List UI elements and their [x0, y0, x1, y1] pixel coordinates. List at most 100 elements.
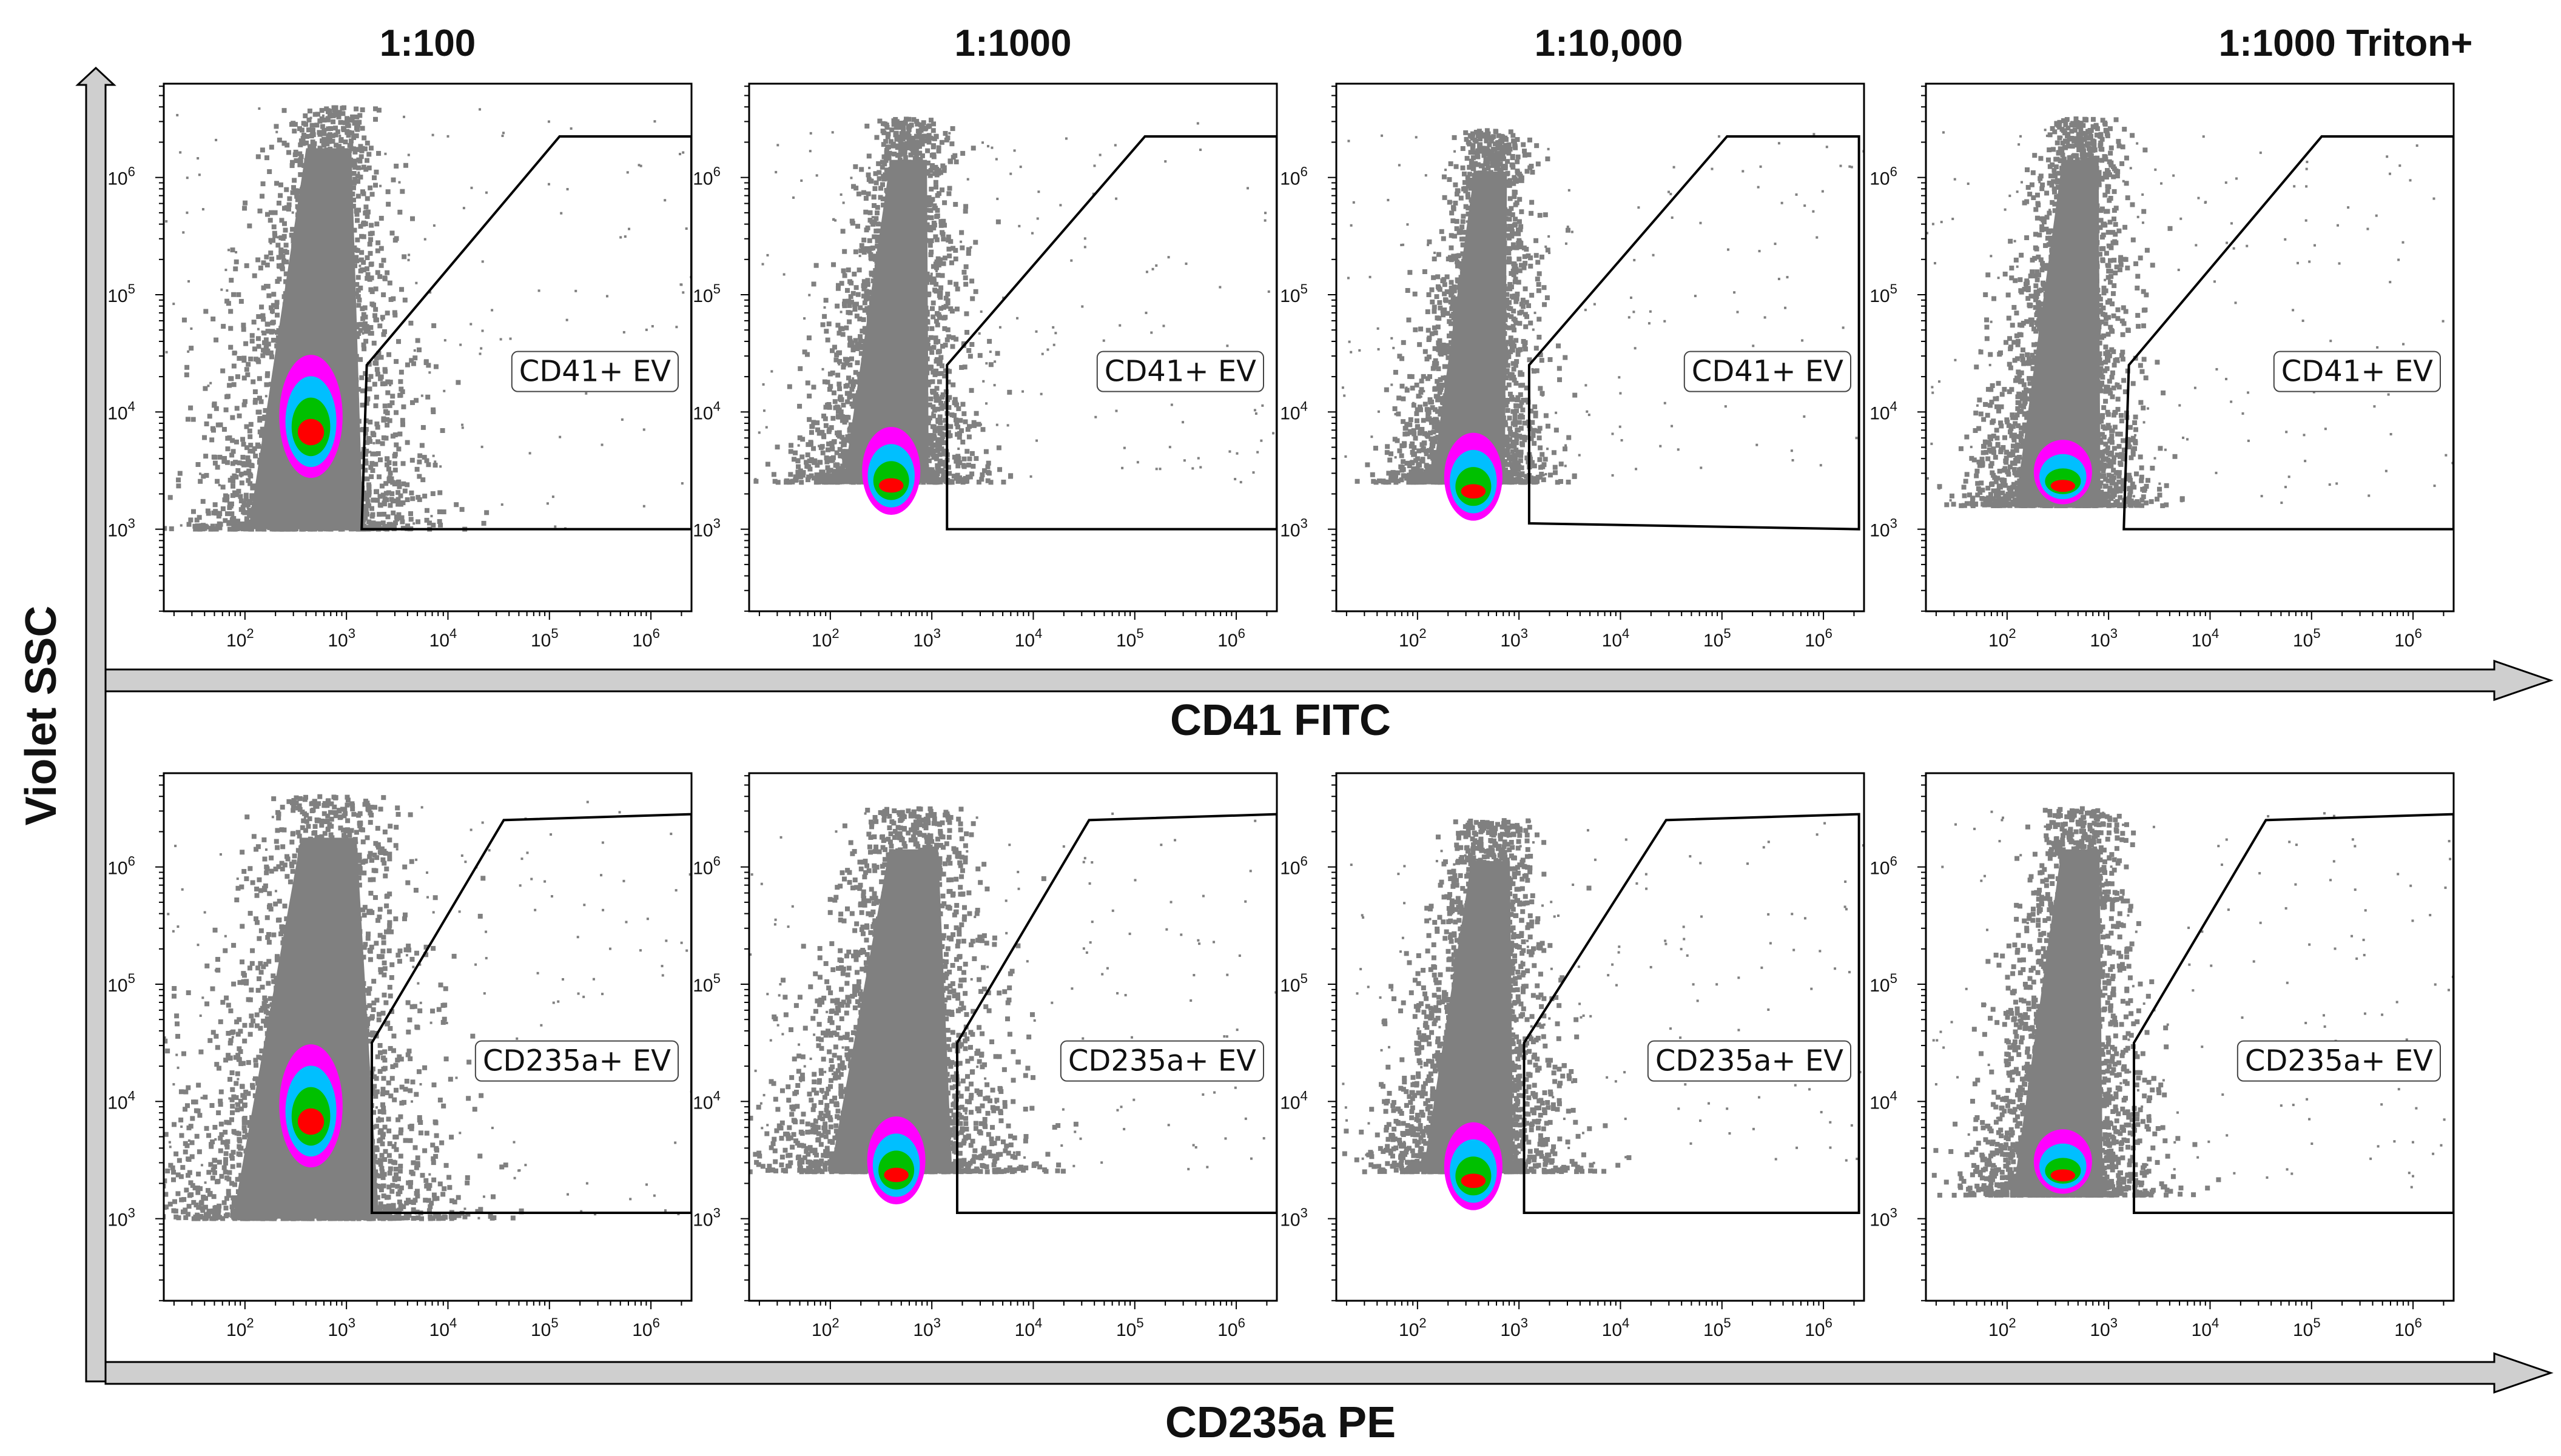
- y-tick-label: 105: [693, 971, 721, 996]
- panel-frame: [1925, 772, 2455, 1302]
- x-tick-label: 104: [429, 1315, 457, 1340]
- gate-label: CD41+ EV: [1105, 355, 1256, 389]
- x-tick-label: 103: [1500, 1315, 1528, 1340]
- x-tick-label: 106: [1217, 1315, 1245, 1340]
- density-contour: [297, 418, 325, 446]
- event-cloud: [164, 794, 692, 1221]
- y-tick-label: 106: [107, 854, 135, 879]
- density-contour: [1461, 484, 1486, 499]
- x-tick-label: 105: [531, 1315, 559, 1340]
- gate-label: CD235a+ EV: [2245, 1044, 2433, 1078]
- dot-plot-panel: CD235a+ EV 102 103 104 105 106 103 104 105 106: [107, 772, 693, 1340]
- axis-arrows: [75, 66, 2554, 1394]
- panel-frame: [163, 82, 693, 612]
- x-tick-label: 106: [632, 1315, 660, 1340]
- panel-frame: [748, 772, 1278, 1302]
- y-tick-label: 105: [107, 971, 135, 996]
- gate-label: CD235a+ EV: [1068, 1044, 1256, 1078]
- y-tick-label: 106: [107, 164, 135, 189]
- gate-label: CD41+ EV: [1692, 355, 1843, 389]
- y-tick-label: 104: [1869, 398, 1897, 423]
- gate-label: CD41+ EV: [2281, 355, 2433, 389]
- x-tick-label: 103: [2090, 626, 2118, 651]
- density-contour: [2050, 480, 2076, 492]
- event-cloud: [753, 116, 1277, 515]
- x-tick-label: 104: [1015, 1315, 1043, 1340]
- x-tick-label: 102: [1988, 626, 2016, 651]
- gray-density-region: [1423, 861, 1513, 1172]
- gate-label: CD41+ EV: [519, 355, 671, 389]
- dot-plot-panel: CD41+ EV 102 103 104 105 106 103 104 105 106: [107, 82, 693, 651]
- gate-polygon: [955, 813, 1277, 1214]
- x-tick-label: 103: [913, 626, 941, 651]
- cd41-fitc-axis-arrow: [104, 659, 2554, 702]
- gate-label: CD235a+ EV: [483, 1044, 671, 1078]
- x-tick-label: 106: [632, 626, 660, 651]
- gate-label-box: [2236, 1040, 2441, 1082]
- x-axis-title: CD41 FITC: [1170, 696, 1391, 745]
- x-tick-label: 102: [226, 1315, 254, 1340]
- violet-ssc-axis-arrow: [75, 66, 116, 1383]
- event-cloud: [1926, 116, 2454, 508]
- x-tick-label: 106: [1805, 626, 1832, 651]
- y-tick-label: 103: [693, 516, 721, 541]
- figure-titles: 1:100 1:1000 1:10,000 1:1000 Triton+ Violet …: [17, 22, 2472, 1447]
- y-axis-title: Violet SSC: [17, 606, 66, 826]
- x-tick-label: 103: [913, 1315, 941, 1340]
- x-tick-label: 103: [2090, 1315, 2118, 1340]
- x-tick-label: 102: [1399, 626, 1427, 651]
- y-tick-label: 104: [693, 1088, 721, 1113]
- y-tick-label: 104: [693, 398, 721, 423]
- event-cloud: [164, 105, 692, 532]
- panel-grid: CD41+ EV 102 103 104 105 106 103 104 105 106 CD41+…: [107, 82, 2455, 1340]
- y-tick-label: 103: [107, 1206, 135, 1230]
- y-tick-label: 103: [1280, 1206, 1308, 1230]
- x-tick-label: 103: [1500, 626, 1528, 651]
- x-tick-label: 103: [328, 626, 355, 651]
- column-title: 1:1000: [954, 22, 1071, 64]
- x-tick-label: 102: [1399, 1315, 1427, 1340]
- y-tick-label: 103: [1869, 1206, 1897, 1230]
- y-tick-label: 104: [1280, 398, 1308, 423]
- x-tick-label: 102: [226, 626, 254, 651]
- dot-plot-panel: CD41+ EV 102 103 104 105 106 103 104 105 106: [693, 82, 1278, 651]
- gray-density-region: [2015, 159, 2101, 506]
- dot-plot-panel: CD235a+ EV 102 103 104 105 106 103 104 105 106: [1869, 772, 2455, 1340]
- gate-polygon: [1527, 135, 1860, 531]
- plot-area: [1926, 773, 2454, 1301]
- dot-plot-panel: CD41+ EV 102 103 104 105 106 103 104 105 106: [1869, 82, 2455, 651]
- x-tick-label: 106: [2394, 626, 2422, 651]
- gray-density-region: [232, 837, 379, 1219]
- x-tick-label: 105: [2293, 626, 2321, 651]
- x-axis-title: CD235a PE: [1165, 1398, 1396, 1447]
- dot-plot-panel: CD41+ EV 102 103 104 105 106 103 104 105 106: [1280, 82, 1865, 651]
- y-tick-label: 106: [1280, 854, 1308, 879]
- x-tick-label: 104: [1602, 1315, 1630, 1340]
- x-tick-label: 104: [1602, 626, 1630, 651]
- x-tick-label: 104: [2192, 626, 2219, 651]
- event-cloud: [749, 806, 1277, 1204]
- y-tick-label: 105: [1280, 971, 1308, 996]
- y-tick-label: 105: [693, 281, 721, 306]
- y-tick-label: 106: [1280, 164, 1308, 189]
- y-tick-label: 106: [693, 164, 721, 189]
- y-tick-label: 106: [1869, 164, 1897, 189]
- panel-frame: [1925, 82, 2455, 612]
- x-tick-label: 105: [1703, 1315, 1731, 1340]
- plot-area: [1926, 84, 2454, 611]
- column-title: 1:100: [380, 22, 476, 64]
- gate-polygon: [2122, 135, 2454, 531]
- density-contour: [2050, 1169, 2076, 1182]
- column-title: 1:1000 Triton+: [2219, 22, 2473, 64]
- plot-area: [164, 84, 692, 611]
- x-tick-label: 102: [812, 626, 840, 651]
- y-tick-label: 103: [107, 516, 135, 541]
- density-contour: [878, 478, 904, 493]
- gate-label-box: [1683, 351, 1851, 392]
- x-tick-label: 104: [1015, 626, 1043, 651]
- gray-density-region: [830, 849, 952, 1172]
- y-tick-label: 104: [107, 1088, 135, 1113]
- gate-label-box: [511, 351, 679, 392]
- plot-area: [1336, 84, 1864, 611]
